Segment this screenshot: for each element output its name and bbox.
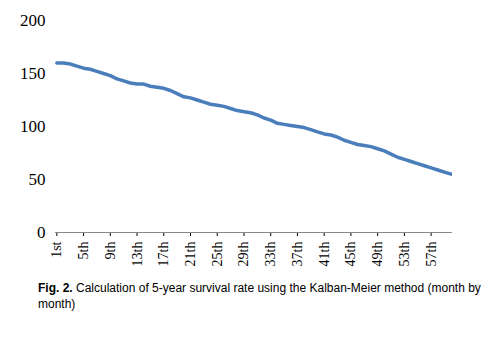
- svg-text:41th: 41th: [317, 242, 332, 267]
- svg-text:17th: 17th: [156, 242, 171, 267]
- svg-text:150: 150: [20, 64, 46, 83]
- svg-text:1st: 1st: [49, 241, 64, 257]
- svg-text:21th: 21th: [183, 242, 198, 267]
- svg-text:37th: 37th: [290, 242, 305, 267]
- svg-text:9th: 9th: [103, 242, 118, 260]
- html-text:Fig. 2. Calculation of 5-year: Fig. 2. Calculation of 5-year survival r…: [38, 281, 481, 312]
- svg-text:49th: 49th: [370, 242, 385, 267]
- svg-text:0: 0: [37, 223, 46, 242]
- svg-text:13th: 13th: [130, 242, 145, 267]
- svg-text:53th: 53th: [397, 242, 412, 267]
- svg-text:57th: 57th: [424, 242, 439, 267]
- svg-text:5th: 5th: [76, 242, 91, 260]
- svg-text:25th: 25th: [210, 242, 225, 267]
- svg-text:29th: 29th: [236, 242, 251, 267]
- svg-text:33th: 33th: [263, 242, 278, 267]
- svg-text:45th: 45th: [343, 242, 358, 267]
- svg-text:100: 100: [20, 117, 46, 136]
- svg-text:50: 50: [29, 170, 46, 189]
- svg-text:200: 200: [20, 11, 46, 30]
